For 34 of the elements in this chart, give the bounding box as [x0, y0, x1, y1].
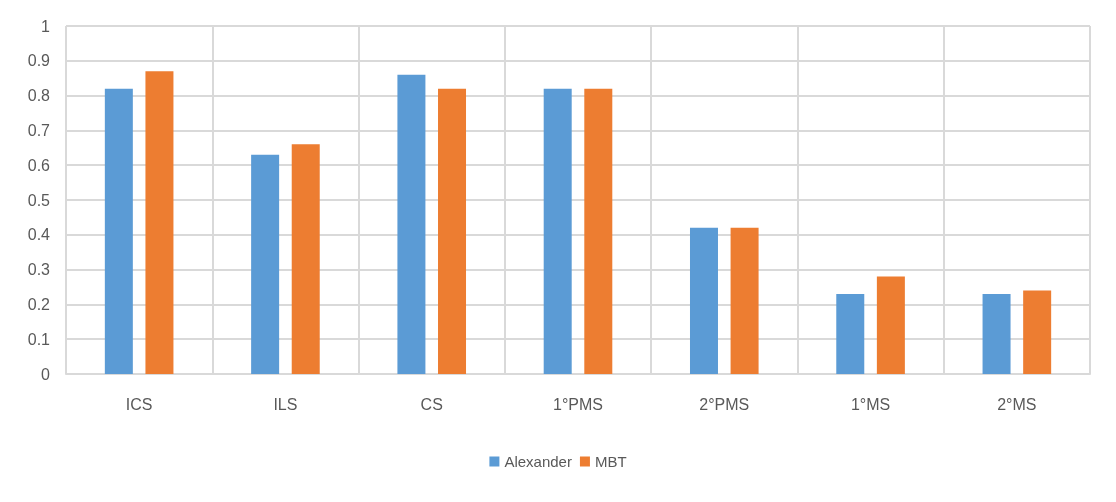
bar [145, 71, 174, 374]
bar [584, 88, 613, 374]
x-tick-label: ICS [125, 395, 153, 413]
y-tick-label: 1 [41, 17, 51, 35]
bar [104, 88, 133, 374]
legend-label: Alexander [504, 453, 572, 470]
bar [291, 144, 320, 374]
bar [397, 74, 426, 374]
bar [438, 88, 467, 374]
x-tick-label: CS [420, 395, 443, 413]
y-tick-label: 0.5 [27, 191, 51, 209]
y-tick-label: 0.9 [27, 52, 51, 70]
x-tick-label: 1°MS [850, 395, 891, 413]
y-tick-label: 0 [41, 365, 51, 383]
y-tick-label: 0.4 [27, 226, 51, 244]
y-tick-label: 0.2 [27, 295, 51, 313]
y-tick-label: 0.7 [27, 121, 51, 139]
bar [543, 88, 572, 374]
y-tick-label: 0.1 [27, 330, 51, 348]
bar [876, 276, 905, 374]
bar [689, 227, 718, 374]
x-tick-label: ILS [273, 395, 298, 413]
bar [251, 154, 280, 374]
x-tick-label: 1°PMS [553, 395, 603, 413]
bar [836, 293, 865, 374]
y-tick-label: 0.6 [27, 156, 51, 174]
x-tick-label: 2°PMS [699, 395, 750, 413]
y-tick-label: 0.8 [27, 87, 51, 105]
legend-label: MBT [594, 453, 627, 470]
y-tick-label: 0.3 [27, 261, 51, 279]
x-tick-label: 2°MS [997, 395, 1037, 413]
bar [730, 227, 759, 374]
bar [982, 293, 1011, 374]
bar [1023, 290, 1052, 374]
